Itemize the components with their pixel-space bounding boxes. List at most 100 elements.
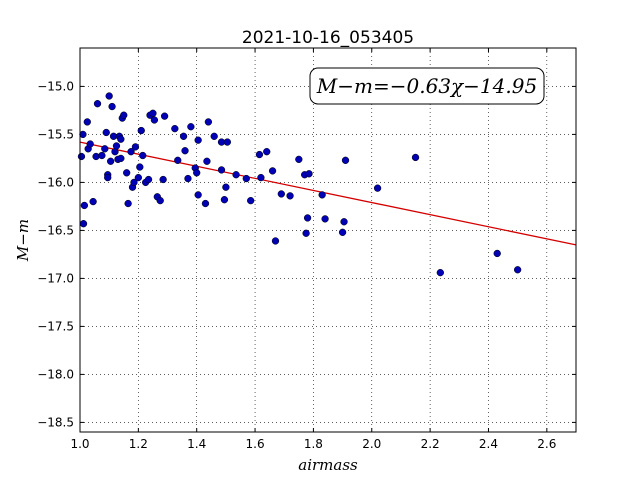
data-point bbox=[86, 140, 94, 148]
data-point bbox=[263, 148, 271, 156]
x-ticks: 1.0 1.2 1.4 1.6 1.8 2.0 2.2 2.4 2.6 bbox=[70, 48, 556, 451]
data-point bbox=[102, 128, 110, 137]
fit-line bbox=[79, 141, 577, 246]
y-tick-label: −16.5 bbox=[37, 223, 74, 237]
data-point bbox=[247, 196, 255, 205]
data-point bbox=[79, 130, 87, 139]
data-point bbox=[171, 124, 179, 133]
data-point bbox=[302, 229, 310, 237]
data-point bbox=[130, 178, 138, 187]
data-point bbox=[257, 173, 265, 182]
data-point bbox=[77, 152, 86, 161]
x-tick-label: 2.4 bbox=[479, 437, 498, 451]
data-point bbox=[210, 132, 218, 140]
x-tick-label: 2.6 bbox=[537, 437, 556, 451]
fit-line-group bbox=[79, 141, 577, 246]
x-tick-label: 2.0 bbox=[362, 437, 381, 451]
x-tick-label: 1.6 bbox=[246, 437, 265, 451]
data-point bbox=[137, 126, 145, 135]
plot-frame bbox=[79, 47, 577, 433]
data-point bbox=[338, 228, 347, 236]
data-point bbox=[305, 170, 313, 178]
y-axis-label: M−m bbox=[14, 219, 32, 262]
data-point bbox=[242, 174, 250, 183]
data-point bbox=[144, 175, 153, 184]
data-point bbox=[136, 163, 144, 171]
data-point bbox=[149, 109, 157, 117]
data-point bbox=[222, 183, 230, 191]
data-point bbox=[217, 166, 226, 174]
data-point bbox=[436, 268, 444, 277]
chart-title: 2021-10-16_053405 bbox=[242, 28, 414, 48]
x-tick-label: 1.8 bbox=[304, 437, 323, 451]
data-point bbox=[106, 157, 115, 165]
data-point bbox=[255, 150, 264, 159]
data-point bbox=[83, 118, 91, 126]
data-point bbox=[120, 111, 128, 119]
data-point bbox=[124, 199, 132, 208]
y-tick-label: −15.0 bbox=[37, 79, 74, 93]
data-point bbox=[373, 184, 382, 192]
y-tick-label: −15.5 bbox=[37, 127, 74, 141]
data-point bbox=[286, 192, 294, 200]
data-point bbox=[117, 135, 125, 143]
y-tick-label: −18.5 bbox=[37, 415, 74, 429]
data-point bbox=[220, 196, 229, 204]
data-point bbox=[194, 136, 202, 144]
data-point bbox=[98, 151, 106, 160]
data-point bbox=[127, 148, 135, 156]
data-point bbox=[117, 154, 125, 163]
data-point bbox=[79, 220, 88, 228]
data-point bbox=[134, 173, 143, 182]
data-point bbox=[201, 199, 210, 208]
data-point bbox=[108, 102, 116, 111]
y-tick-label: −17.5 bbox=[37, 319, 74, 333]
data-point bbox=[112, 142, 121, 150]
data-point bbox=[80, 201, 89, 210]
data-point bbox=[123, 169, 131, 177]
data-point bbox=[411, 153, 420, 162]
data-point bbox=[277, 190, 285, 198]
data-point bbox=[131, 143, 140, 151]
y-tick-label: −17.0 bbox=[37, 271, 74, 285]
annotation-box: M−m=−0.63χ−14.95 bbox=[309, 67, 545, 105]
data-point bbox=[160, 112, 169, 120]
data-point bbox=[89, 197, 97, 206]
plot-background bbox=[80, 48, 576, 432]
data-point bbox=[232, 171, 240, 179]
data-point bbox=[181, 147, 189, 155]
data-point bbox=[268, 167, 277, 175]
data-point bbox=[179, 132, 188, 140]
data-point bbox=[321, 215, 329, 223]
grid-lines bbox=[79, 48, 576, 432]
data-point bbox=[93, 100, 102, 108]
data-point bbox=[341, 156, 350, 164]
data-points bbox=[77, 92, 522, 277]
data-point bbox=[174, 156, 182, 164]
x-axis-label: airmass bbox=[298, 456, 358, 474]
y-tick-label: −16.0 bbox=[37, 175, 74, 189]
fit-equation: M−m=−0.63χ−14.95 bbox=[316, 74, 537, 98]
data-point bbox=[303, 214, 312, 222]
y-ticks: −15.0 −15.5 −16.0 −16.5 −17.0 −17.5 −18.0 −18.5 bbox=[37, 79, 576, 429]
x-tick-label: 1.0 bbox=[70, 437, 89, 451]
data-point bbox=[105, 92, 113, 100]
x-tick-label: 1.2 bbox=[129, 437, 148, 451]
data-point bbox=[493, 249, 501, 258]
data-point bbox=[139, 151, 147, 160]
data-point bbox=[295, 155, 303, 164]
data-point bbox=[156, 196, 164, 205]
data-point bbox=[184, 174, 192, 183]
data-point bbox=[101, 145, 109, 153]
data-point bbox=[204, 118, 213, 126]
data-point bbox=[203, 157, 211, 165]
data-point bbox=[159, 175, 167, 184]
data-point bbox=[193, 169, 201, 177]
data-point bbox=[318, 191, 326, 199]
data-point bbox=[223, 138, 231, 146]
data-point bbox=[194, 191, 202, 199]
annotation-frame bbox=[309, 67, 545, 105]
data-point bbox=[340, 218, 348, 226]
data-point bbox=[187, 123, 195, 131]
